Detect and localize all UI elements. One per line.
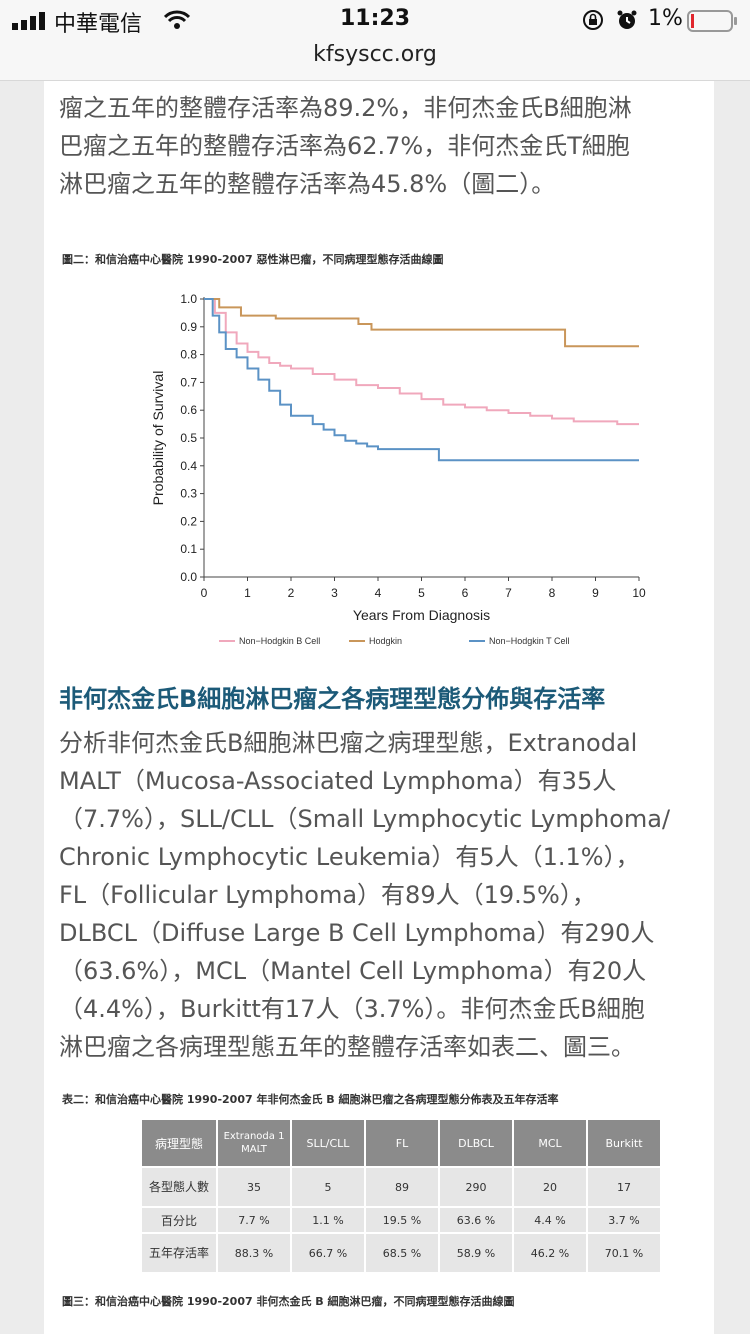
table-cell: 1.1 %: [290, 1206, 366, 1234]
table-row: 各型態人數 35 5 89 290 20 17: [140, 1166, 662, 1208]
table-header: DLBCL: [438, 1118, 514, 1168]
section-line: （7.7%），SLL/CLL（Small Lymphocytic Lymphom…: [59, 805, 671, 833]
browser-address-bar[interactable]: kfsyscc.org: [0, 40, 750, 81]
battery-percent: 1%: [648, 6, 683, 31]
x-tick-label: 1: [244, 586, 251, 600]
section-line: （4.4%），Burkitt有17人（3.7%）。非何杰金氏B細胞: [59, 995, 645, 1023]
rotation-lock-icon: [583, 10, 603, 30]
table-cell: 70.1 %: [586, 1232, 662, 1274]
survival-chart: 0.0 0.1 0.2 0.3 0.4 0.5 0.6 0.7 0.8 0.9 1.0 0 1 2 3 4 5 6…: [150, 292, 646, 646]
table-header: 病理型態: [140, 1118, 218, 1168]
table-cell: 3.7 %: [586, 1206, 662, 1234]
table-cell: 46.2 %: [512, 1232, 588, 1274]
x-tick-label: 7: [505, 586, 512, 600]
table-cell: 20: [512, 1166, 588, 1208]
section-heading: 非何杰金氏B細胞淋巴瘤之各病理型態分佈與存活率: [59, 685, 606, 713]
legend-label: Non−Hodgkin T Cell: [489, 636, 569, 646]
section-line: 分析非何杰金氏B細胞淋巴瘤之病理型態，Extranodal: [59, 729, 638, 757]
table-cell: 66.7 %: [290, 1232, 366, 1274]
x-tick-label: 8: [549, 586, 556, 600]
intro-paragraph: 瘤之五年的整體存活率為89.2%，非何杰金氏B細胞淋 巴瘤之五年的整體存活率為6…: [59, 89, 632, 203]
section-paragraph: 分析非何杰金氏B細胞淋巴瘤之病理型態，Extranodal MALT（Mucos…: [59, 724, 670, 1066]
table-row-label: 百分比: [140, 1206, 218, 1234]
x-tick-label: 6: [462, 586, 469, 600]
figure2-caption: 圖二：和信治癌中心醫院 1990-2007 惡性淋巴瘤，不同病理型態存活曲線圖: [62, 253, 444, 266]
table-cell: 58.9 %: [438, 1232, 514, 1274]
intro-line: 巴瘤之五年的整體存活率為62.7%，非何杰金氏T細胞: [59, 132, 630, 160]
table-row: 百分比 7.7 % 1.1 % 19.5 % 63.6 % 4.4 % 3.7 …: [140, 1206, 662, 1234]
y-tick-label: 0.3: [180, 487, 197, 501]
section-line: Chronic Lymphocytic Leukemia）有5人（1.1%），: [59, 843, 640, 871]
figure3-caption: 圖三：和信治癌中心醫院 1990-2007 非何杰金氏 B 細胞淋巴瘤，不同病理…: [62, 1295, 515, 1308]
y-axis-label: Probability of Survival: [150, 371, 166, 506]
table-cell: 63.6 %: [438, 1206, 514, 1234]
status-bar: 中華電信 11:23 1%: [0, 0, 750, 40]
table-row: 五年存活率 88.3 % 66.7 % 68.5 % 58.9 % 46.2 %…: [140, 1232, 662, 1274]
y-tick-label: 0.4: [180, 459, 197, 473]
table-header: FL: [364, 1118, 440, 1168]
x-tick-label: 4: [375, 586, 382, 600]
clock: 11:23: [339, 6, 411, 31]
table-cell: 17: [586, 1166, 662, 1208]
table-cell: 5: [290, 1166, 366, 1208]
section-line: MALT（Mucosa-Associated Lymphoma）有35人: [59, 767, 617, 795]
table-header: SLL/CLL: [290, 1118, 366, 1168]
article-page: . 瘤之五年的整體存活率為89.2%，非何杰金氏B細胞淋 巴瘤之五年的整體存活率…: [44, 81, 714, 1334]
table-cell: 35: [216, 1166, 292, 1208]
legend-label: Non−Hodgkin B Cell: [239, 636, 320, 646]
table-header: MCL: [512, 1118, 588, 1168]
intro-line: 瘤之五年的整體存活率為89.2%，非何杰金氏B細胞淋: [59, 94, 632, 122]
section-line: （63.6%），MCL（Mantel Cell Lymphoma）有20人: [59, 957, 647, 985]
subtype-table: 病理型態 Extranoda 1 MALT SLL/CLL FL DLBCL M…: [140, 1118, 662, 1274]
table-cell: 4.4 %: [512, 1206, 588, 1234]
y-tick-label: 0.2: [180, 514, 197, 528]
intro-line: 淋巴瘤之五年的整體存活率為45.8%（圖二）。: [59, 170, 556, 198]
table-cell: 88.3 %: [216, 1232, 292, 1274]
y-tick-label: 1.0: [180, 292, 197, 306]
table-header-row: 病理型態 Extranoda 1 MALT SLL/CLL FL DLBCL M…: [140, 1118, 662, 1168]
x-axis-label: Years From Diagnosis: [353, 607, 490, 623]
table-cell: 68.5 %: [364, 1232, 440, 1274]
series-line-2: [204, 298, 639, 462]
table-header: Burkitt: [586, 1118, 662, 1168]
table-cell: 89: [364, 1166, 440, 1208]
section-line: FL（Follicular Lymphoma）有89人（19.5%），: [59, 881, 596, 909]
y-tick-label: 0.5: [180, 431, 197, 445]
x-tick-label: 10: [632, 586, 646, 600]
battery-icon: [687, 10, 737, 32]
table-cell: 7.7 %: [216, 1206, 292, 1234]
legend-label: Hodgkin: [369, 636, 402, 646]
series-line-1: [204, 298, 639, 348]
series-line-0: [204, 298, 639, 426]
signal-icon: [12, 12, 45, 30]
y-tick-label: 0.1: [180, 542, 197, 556]
y-tick-label: 0.0: [180, 570, 197, 584]
table-row-label: 五年存活率: [140, 1232, 218, 1274]
y-tick-label: 0.9: [180, 320, 197, 334]
url-text[interactable]: kfsyscc.org: [313, 42, 437, 67]
x-tick-label: 3: [331, 586, 338, 600]
y-tick-label: 0.8: [180, 348, 197, 362]
table-cell: 19.5 %: [364, 1206, 440, 1234]
x-tick-label: 5: [418, 586, 425, 600]
section-line: DLBCL（Diffuse Large B Cell Lymphoma）有290…: [59, 919, 655, 947]
table-header: Extranoda 1 MALT: [216, 1118, 292, 1168]
y-tick-label: 0.6: [180, 403, 197, 417]
table-cell: 290: [438, 1166, 514, 1208]
section-line: 淋巴瘤之各病理型態五年的整體存活率如表二、圖三。: [59, 1033, 635, 1061]
y-tick-label: 0.7: [180, 375, 197, 389]
wifi-icon: [164, 10, 190, 29]
table2-caption: 表二：和信治癌中心醫院 1990-2007 年非何杰金氏 B 細胞淋巴瘤之各病理…: [62, 1093, 559, 1106]
x-tick-label: 0: [201, 586, 208, 600]
x-tick-label: 9: [592, 586, 599, 600]
carrier-name: 中華電信: [54, 12, 143, 37]
table-row-label: 各型態人數: [140, 1166, 218, 1208]
alarm-icon: [617, 10, 637, 29]
x-tick-label: 2: [288, 586, 295, 600]
